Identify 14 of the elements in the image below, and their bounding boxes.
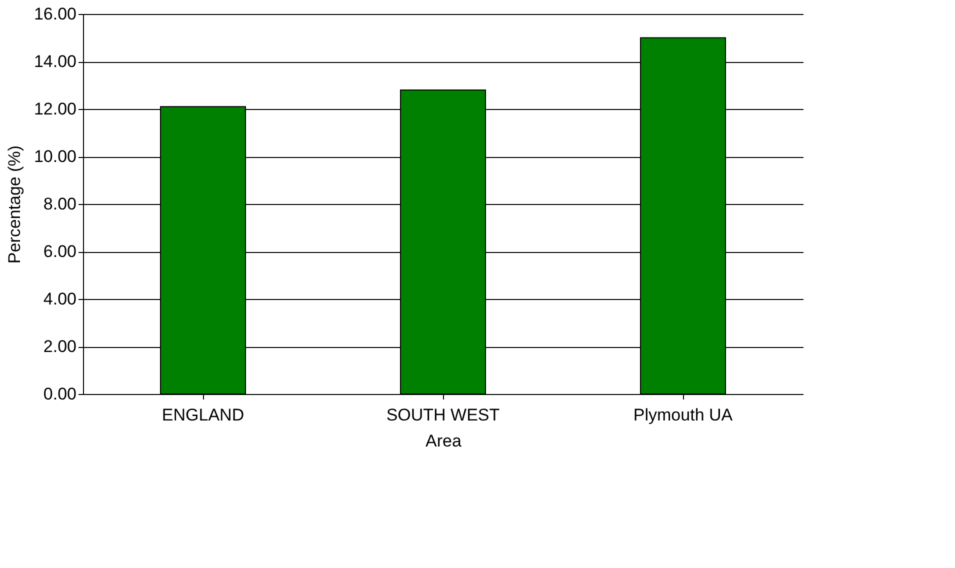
x-axis-title: Area bbox=[426, 432, 462, 450]
y-axis-title: Percentage (%) bbox=[4, 145, 24, 264]
y-tick-label: 2.00 bbox=[43, 337, 76, 356]
x-tick-label: SOUTH WEST bbox=[386, 406, 500, 424]
y-tick-label: 16.00 bbox=[34, 4, 76, 24]
x-tick-label: Plymouth UA bbox=[633, 406, 734, 424]
y-tick-label: 6.00 bbox=[43, 242, 76, 261]
y-tick-label: 10.00 bbox=[34, 147, 76, 166]
y-tick-label: 4.00 bbox=[43, 290, 76, 308]
y-tick-label: 8.00 bbox=[43, 194, 76, 214]
y-tick-label: 0.00 bbox=[43, 384, 76, 404]
y-tick-label: 12.00 bbox=[34, 100, 76, 118]
x-tick-label: ENGLAND bbox=[162, 406, 244, 424]
y-tick-label: 14.00 bbox=[34, 52, 76, 71]
